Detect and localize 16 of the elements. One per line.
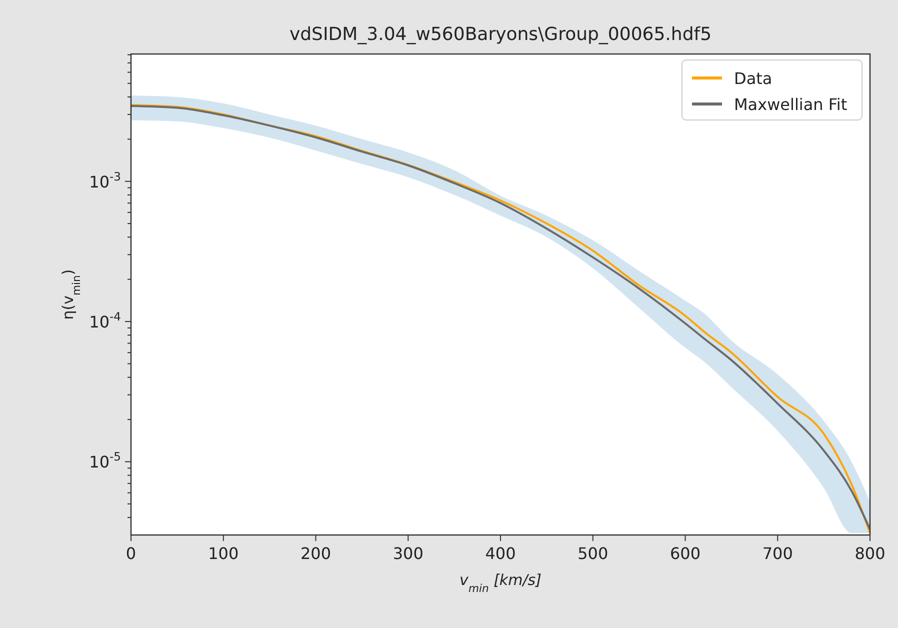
x-tick-label: 100 — [208, 544, 239, 563]
x-tick-label: 400 — [485, 544, 516, 563]
chart-title: vdSIDM_3.04_w560Baryons\Group_00065.hdf5 — [289, 24, 712, 45]
legend-label: Maxwellian Fit — [734, 95, 848, 114]
y-tick-label: 10$^{-3}$ — [89, 169, 121, 192]
x-tick-label: 300 — [392, 544, 424, 563]
legend-label: Data — [734, 69, 772, 88]
x-tick-label: 800 — [854, 544, 886, 563]
y-tick-label: 10$^{-4}$ — [89, 310, 121, 332]
x-tick-label: 600 — [670, 544, 701, 563]
x-tick-label: 500 — [578, 544, 608, 563]
x-tick-label: 0 — [126, 544, 136, 563]
x-axis-title: v$_{min}$ [km/s] — [460, 571, 542, 594]
x-tick-label: 200 — [300, 544, 332, 563]
x-tick-label: 700 — [762, 544, 793, 563]
y-tick-label: 10$^{-5}$ — [89, 450, 121, 472]
